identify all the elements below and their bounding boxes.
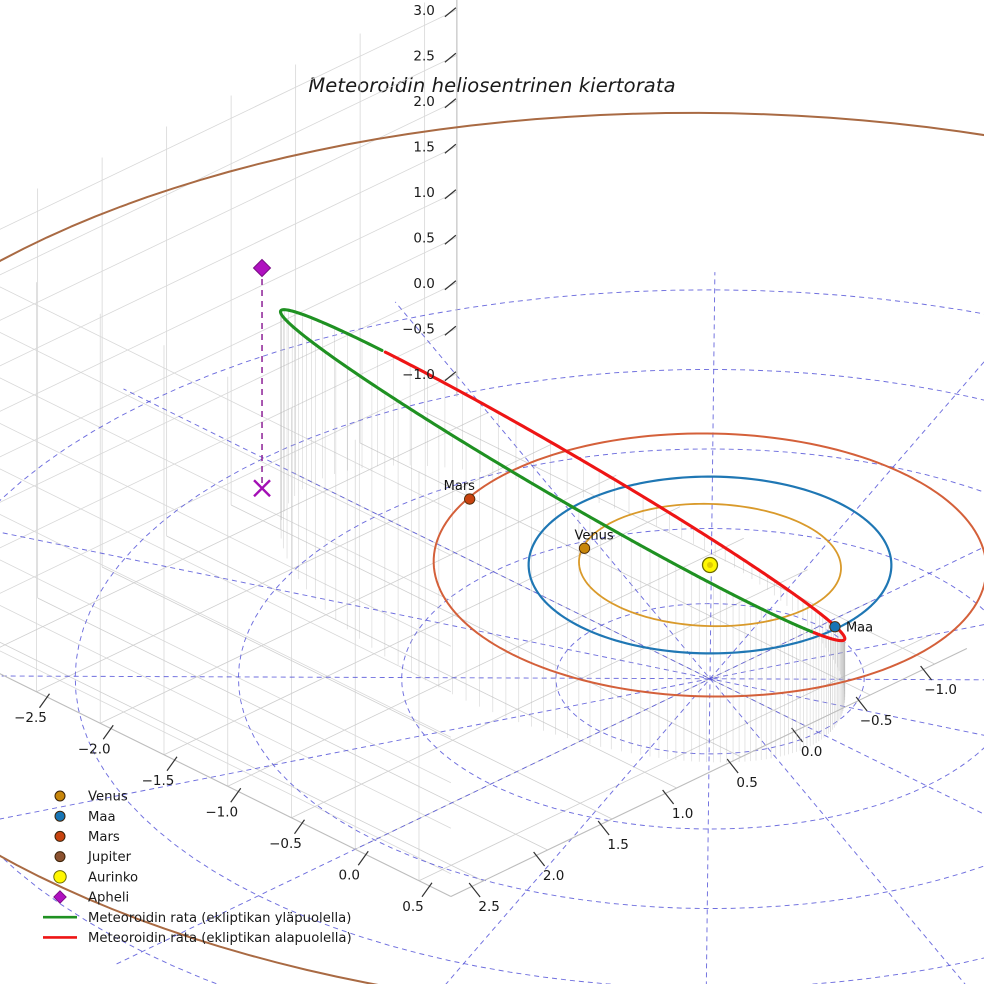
legend-label: Maa — [88, 810, 116, 825]
legend-label: Meteoroidin rata (ekliptikan alapuolella… — [88, 931, 352, 946]
x-tick-label: −0.5 — [269, 836, 302, 852]
y-tick-label: 2.5 — [478, 899, 499, 915]
y-tick-label: −0.5 — [860, 713, 893, 729]
z-tick-label: 1.5 — [413, 139, 434, 155]
y-tick-label: 1.0 — [672, 806, 693, 822]
y-tick-label: 0.5 — [736, 775, 757, 791]
z-tick-label: 3.0 — [413, 3, 434, 19]
legend-item[interactable]: Jupiter — [54, 850, 132, 865]
legend: Venus Maa Mars Jupiter Aurinko Apheli Meteoroi… — [43, 790, 352, 946]
orbit-jupiter — [0, 111, 984, 984]
meteoroid-track — [278, 308, 847, 643]
legend-item[interactable]: Meteoroidin rata (ekliptikan yläpuolella… — [43, 911, 351, 926]
body-markers: Mars Venus Maa — [444, 479, 873, 636]
legend-item[interactable]: Mars — [54, 830, 120, 845]
x-tick-label: 0.0 — [339, 867, 360, 883]
x-tick-label: −1.5 — [142, 773, 175, 789]
z-tick-label: 1.0 — [413, 185, 434, 201]
legend-item[interactable]: Apheli — [53, 890, 129, 906]
x-tick-label: −2.5 — [14, 710, 47, 726]
z-tick-label: 2.5 — [413, 48, 434, 64]
axes-panes — [0, 2, 936, 882]
orbit-mars — [432, 432, 984, 698]
x-tick-label: −1.0 — [205, 804, 238, 820]
legend-label: Venus — [88, 790, 128, 805]
x-tick-label: 0.5 — [402, 899, 423, 915]
legend-label: Meteoroidin rata (ekliptikan yläpuolella… — [88, 911, 351, 926]
legend-label: Mars — [88, 830, 120, 845]
y-tick-label: −1.0 — [924, 682, 957, 698]
maa-label: Maa — [846, 621, 873, 636]
tick-labels: −3.0−2.5−2.0−1.5−1.0−0.50.00.5−1.0−0.50.… — [14, 3, 957, 915]
legend-label: Aurinko — [88, 870, 138, 885]
y-tick-label: 2.0 — [543, 868, 564, 884]
z-tick-label: 0.5 — [413, 230, 434, 246]
legend-label: Apheli — [88, 891, 129, 906]
z-tick-label: 2.0 — [413, 94, 434, 110]
page-title: Meteoroidin heliosentrinen kiertorata — [308, 74, 676, 97]
orbit-earth — [527, 475, 893, 655]
axis-lines — [0, 0, 968, 898]
legend-label: Jupiter — [87, 850, 132, 865]
y-tick-label: 1.5 — [607, 837, 628, 853]
legend-item[interactable]: Meteoroidin rata (ekliptikan alapuolella… — [43, 931, 352, 946]
polar-grid — [0, 272, 984, 984]
z-tick-label: −1.0 — [402, 367, 435, 383]
legend-item[interactable]: Maa — [54, 810, 116, 825]
orbit-stems — [280, 309, 846, 763]
venus-label: Venus — [575, 528, 614, 543]
legend-item[interactable]: Venus — [54, 790, 128, 805]
z-tick-label: 0.0 — [413, 276, 434, 292]
x-tick-label: −2.0 — [78, 741, 111, 757]
aphelion-group — [252, 258, 272, 498]
mars-label: Mars — [444, 479, 476, 494]
orbit-venus — [578, 502, 842, 628]
y-tick-label: 0.0 — [801, 744, 822, 760]
legend-item[interactable]: Aurinko — [53, 870, 138, 885]
z-tick-label: −0.5 — [402, 321, 435, 337]
